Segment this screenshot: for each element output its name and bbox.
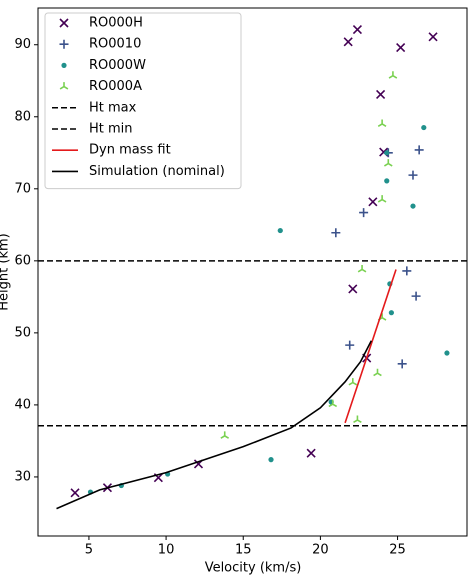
marker bbox=[397, 359, 407, 369]
marker bbox=[328, 399, 338, 408]
legend-label: Ht min bbox=[89, 122, 133, 137]
marker bbox=[345, 340, 355, 350]
marker bbox=[348, 378, 358, 386]
marker bbox=[268, 457, 274, 463]
legend-marker bbox=[59, 82, 69, 90]
marker bbox=[352, 25, 363, 35]
marker bbox=[368, 197, 378, 207]
marker bbox=[353, 415, 362, 424]
legend-label: RO000H bbox=[89, 16, 143, 31]
marker bbox=[410, 203, 416, 209]
marker bbox=[331, 228, 341, 238]
marker bbox=[414, 145, 424, 155]
marker bbox=[396, 43, 406, 53]
x-tick-label: 20 bbox=[312, 543, 329, 558]
y-tick-label: 30 bbox=[14, 469, 31, 484]
marker bbox=[377, 119, 387, 127]
marker bbox=[373, 368, 382, 377]
y-tick-label: 70 bbox=[14, 181, 31, 196]
marker bbox=[377, 195, 387, 203]
marker bbox=[411, 291, 421, 301]
marker bbox=[376, 89, 386, 100]
line bbox=[56, 340, 373, 510]
y-tick-label: 50 bbox=[14, 325, 31, 340]
plot-frame bbox=[37, 7, 468, 537]
x-tick-label: 25 bbox=[389, 543, 406, 558]
legend-label: RO000W bbox=[89, 58, 146, 73]
marker bbox=[277, 227, 283, 234]
marker bbox=[343, 37, 353, 47]
legend-marker bbox=[61, 62, 67, 68]
marker bbox=[70, 488, 80, 498]
legend-label: Dyn mass fit bbox=[89, 143, 171, 158]
y-tick-label: 60 bbox=[14, 253, 31, 268]
x-axis-label: Velocity (km/s) bbox=[205, 561, 302, 576]
marker bbox=[384, 178, 390, 184]
marker bbox=[383, 159, 393, 167]
legend-label: Simulation (nominal) bbox=[89, 164, 225, 179]
x-tick-label: 5 bbox=[85, 543, 93, 558]
legend-label: Ht max bbox=[89, 100, 137, 115]
y-tick-label: 40 bbox=[14, 397, 31, 412]
marker bbox=[357, 264, 367, 273]
marker bbox=[348, 284, 358, 294]
legend-label: RO000A bbox=[89, 79, 142, 94]
marker bbox=[444, 350, 450, 356]
x-tick-label: 10 bbox=[158, 543, 175, 558]
marker bbox=[402, 266, 412, 276]
legend-marker bbox=[59, 39, 69, 49]
marker bbox=[408, 170, 418, 180]
marker bbox=[306, 448, 316, 458]
legend-box bbox=[44, 12, 242, 190]
legend: RO000H RO0010 RO000W RO000A Ht max Ht min Dyn … bbox=[44, 12, 242, 190]
marker bbox=[384, 150, 390, 156]
line bbox=[344, 269, 397, 424]
marker bbox=[220, 431, 230, 439]
y-tick-label: 80 bbox=[14, 109, 31, 124]
x-tick-label: 15 bbox=[235, 543, 252, 558]
marker bbox=[388, 71, 398, 79]
legend-marker bbox=[59, 18, 69, 28]
marker bbox=[428, 32, 438, 42]
marker bbox=[421, 124, 427, 131]
marker bbox=[388, 310, 394, 316]
marker bbox=[359, 208, 369, 218]
legend-label: RO0010 bbox=[89, 37, 141, 52]
y-tick-label: 90 bbox=[14, 37, 31, 52]
y-axis-label: Height (km) bbox=[0, 233, 12, 310]
